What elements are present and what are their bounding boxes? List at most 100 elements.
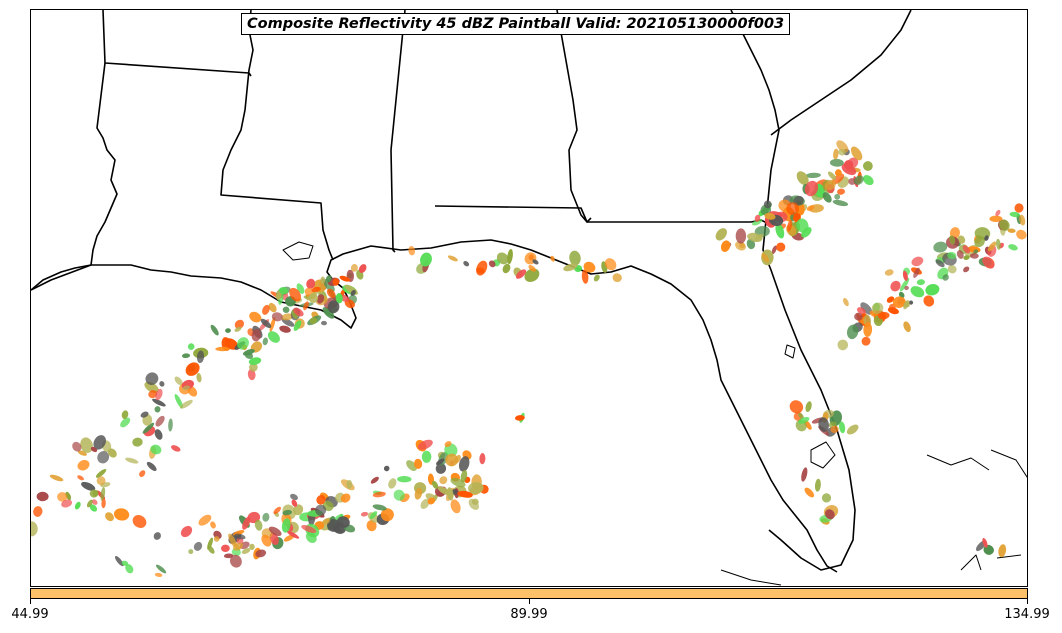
colorbar <box>30 588 1028 599</box>
reflectivity-blob <box>101 498 106 509</box>
reflectivity-blob <box>93 435 106 450</box>
reflectivity-blob <box>346 479 353 489</box>
reflectivity-blob <box>825 509 835 520</box>
state-border-al-ga <box>556 10 592 223</box>
reflectivity-blob <box>735 241 746 251</box>
reflectivity-blob <box>458 456 470 472</box>
reflectivity-blob <box>830 425 839 433</box>
state-border-la-ms <box>31 62 118 291</box>
reflectivity-blob <box>445 453 459 467</box>
reflectivity-blob <box>479 453 486 465</box>
reflectivity-blob <box>933 241 948 253</box>
reflectivity-blob <box>999 219 1010 231</box>
reflectivity-blob <box>316 495 326 505</box>
reflectivity-blob <box>910 286 925 298</box>
reflectivity-blob <box>435 458 445 465</box>
reflectivity-blob <box>179 399 193 409</box>
reflectivity-blob <box>221 544 230 553</box>
reflectivity-blob <box>120 417 131 428</box>
reflectivity-blob <box>262 304 270 315</box>
reflectivity-blob <box>1007 228 1016 233</box>
reflectivity-blob <box>77 459 90 471</box>
reflectivity-blob <box>832 199 849 207</box>
reflectivity-blob <box>814 478 821 492</box>
reflectivity-blob <box>153 532 161 540</box>
reflectivity-blob <box>142 422 155 434</box>
reflectivity-blob <box>306 278 316 289</box>
reflectivity-blob <box>92 499 98 505</box>
reflectivity-blob <box>982 256 995 269</box>
reflectivity-blob <box>837 339 849 351</box>
reflectivity-blob <box>902 270 908 281</box>
reflectivity-blob <box>963 266 970 273</box>
state-border-ms-west <box>220 10 334 261</box>
reflectivity-blob <box>148 390 158 399</box>
reflectivity-blob <box>260 318 272 329</box>
reflectivity-blob <box>255 549 267 558</box>
reflectivity-blob <box>996 238 1001 250</box>
reflectivity-blob <box>336 516 350 528</box>
reflectivity-blob <box>132 514 147 529</box>
reflectivity-blob <box>887 307 899 315</box>
reflectivity-blob <box>833 148 839 160</box>
reflectivity-blob <box>140 411 149 418</box>
reflectivity-blob <box>213 536 220 542</box>
reflectivity-blob <box>995 209 1001 217</box>
reflectivity-blob <box>224 338 239 350</box>
reflectivity-blob <box>145 372 159 385</box>
reflectivity-blob <box>805 401 812 412</box>
reflectivity-blob <box>863 175 874 186</box>
reflectivity-blob <box>286 530 300 539</box>
reflectivity-blob <box>72 441 82 452</box>
reflectivity-blob <box>583 261 596 273</box>
reflectivity-blob <box>77 450 88 456</box>
reflectivity-blob <box>388 478 397 489</box>
reflectivity-blob <box>457 490 473 498</box>
reflectivity-blob <box>125 457 139 464</box>
reflectivity-blob <box>268 302 277 313</box>
reflectivity-blob <box>435 463 447 474</box>
reflectivity-blob <box>450 499 461 514</box>
reflectivity-blob <box>152 398 166 407</box>
reflectivity-blob <box>168 418 173 432</box>
reflectivity-blob <box>771 245 777 255</box>
reflectivity-blob <box>327 300 340 314</box>
reflectivity-blob <box>468 498 480 510</box>
lake-pontchartrain <box>282 241 314 261</box>
reflectivity-blob <box>308 293 319 303</box>
reflectivity-blob <box>372 491 386 498</box>
reflectivity-blob <box>89 504 98 512</box>
reflectivity-blob <box>761 253 770 263</box>
coast-carolina <box>770 10 912 136</box>
reflectivity-blob <box>854 175 864 185</box>
reflectivity-blob <box>80 437 93 453</box>
reflectivity-blob <box>125 564 134 574</box>
reflectivity-blob <box>268 526 282 537</box>
reflectivity-blob <box>550 255 555 262</box>
reflectivity-blob <box>420 252 432 267</box>
reflectivity-blob <box>444 441 452 448</box>
coast-east <box>730 10 856 571</box>
coast-bahamas-south <box>960 554 1022 571</box>
reflectivity-blob <box>822 192 832 203</box>
reflectivity-blob <box>316 294 325 304</box>
reflectivity-blob <box>372 504 387 511</box>
reflectivity-blob <box>786 202 800 216</box>
reflectivity-blob <box>925 283 940 296</box>
reflectivity-blob <box>278 287 289 295</box>
reflectivity-blob <box>247 368 256 381</box>
colorbar-tick-label-max: 134.99 <box>1004 607 1050 622</box>
reflectivity-blob <box>886 296 895 303</box>
reflectivity-blob <box>332 278 340 286</box>
reflectivity-blob <box>763 200 772 209</box>
reflectivity-blob <box>836 140 849 153</box>
reflectivity-blob <box>323 279 335 293</box>
reflectivity-blob <box>846 324 859 340</box>
reflectivity-blob <box>984 235 989 241</box>
reflectivity-blob <box>174 393 183 409</box>
reflectivity-blob <box>196 373 202 383</box>
reflectivity-blob <box>273 506 281 515</box>
reflectivity-blob <box>322 307 335 319</box>
reflectivity-blob <box>322 518 331 525</box>
reflectivity-blob <box>261 534 272 547</box>
